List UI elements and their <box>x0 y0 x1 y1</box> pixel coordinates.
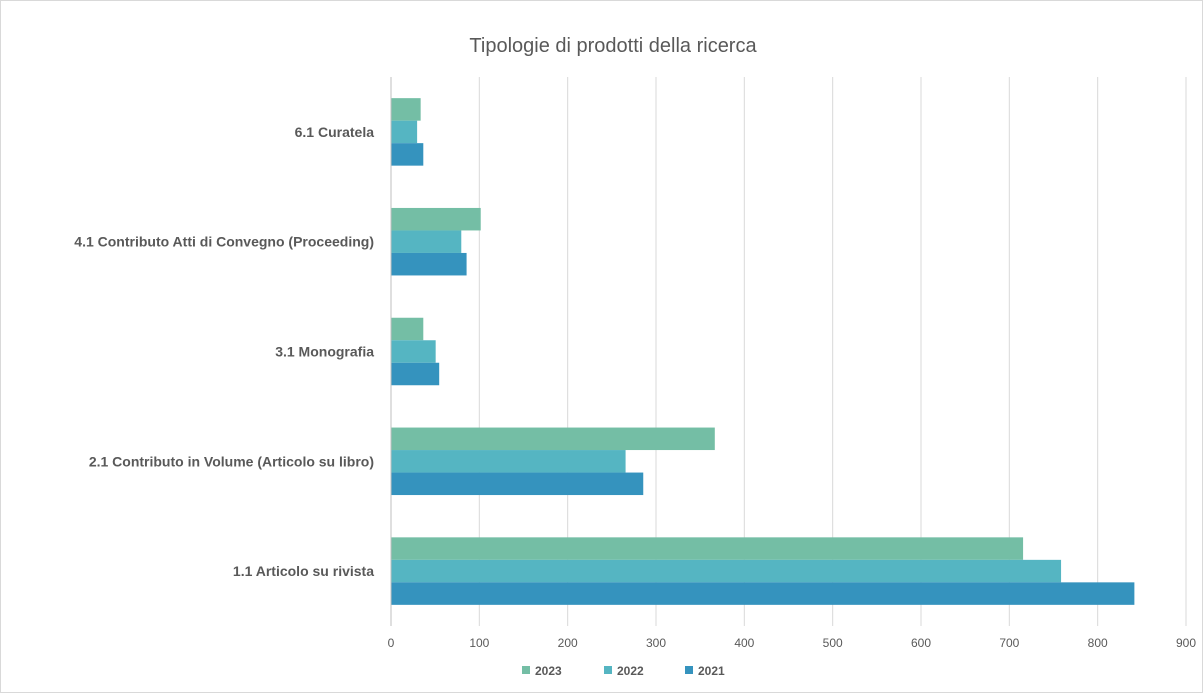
bar-2023 <box>391 317 424 341</box>
x-tick-label: 100 <box>469 636 489 650</box>
category-label: 1.1 Articolo su rivista <box>233 563 374 579</box>
x-tick-label: 700 <box>999 636 1019 650</box>
category-label: 2.1 Contributo in Volume (Articolo su li… <box>89 453 374 469</box>
gridlines <box>478 77 1187 626</box>
x-tick-label: 0 <box>388 636 395 650</box>
bar-2023 <box>391 537 1024 560</box>
legend: 2023 2022 2021 <box>522 664 725 678</box>
legend-swatch-2022 <box>604 666 612 674</box>
category-labels: 1.1 Articolo su rivista 2.1 Contributo in… <box>74 124 374 579</box>
x-tick-label: 900 <box>1176 636 1196 650</box>
bar-2023 <box>391 427 715 451</box>
legend-label-2023: 2023 <box>535 664 562 678</box>
x-tick-label: 800 <box>1088 636 1108 650</box>
bar-2021 <box>391 252 467 276</box>
category-label: 6.1 Curatela <box>295 124 375 140</box>
chart-title: Tipologie di prodotti della ricerca <box>469 35 757 57</box>
x-tick-label: 300 <box>646 636 666 650</box>
x-tick-label: 600 <box>911 636 931 650</box>
legend-label-2021: 2021 <box>698 664 725 678</box>
bar-2022 <box>391 559 1062 583</box>
legend-swatch-2021 <box>685 666 693 674</box>
bar-2021 <box>391 472 644 496</box>
legend-swatch-2023 <box>522 666 530 674</box>
legend-label-2022: 2022 <box>617 664 644 678</box>
x-tick-label: 500 <box>823 636 843 650</box>
bar-2021 <box>391 143 424 166</box>
x-tick-label: 400 <box>734 636 754 650</box>
bar-2022 <box>391 340 436 363</box>
bar-2022 <box>391 230 462 253</box>
bars <box>391 98 1135 605</box>
category-label: 4.1 Contributo Atti di Convegno (Proceed… <box>74 234 374 250</box>
bar-2022 <box>391 450 626 473</box>
bar-2023 <box>391 207 481 231</box>
bar-2021 <box>391 362 440 386</box>
bar-2022 <box>391 120 418 144</box>
x-tick-labels: 0 100 200 300 400 500 600 700 800 900 <box>388 636 1197 650</box>
bar-2023 <box>391 98 421 121</box>
bar-2021 <box>391 582 1135 605</box>
x-tick-label: 200 <box>558 636 578 650</box>
category-label: 3.1 Monografia <box>275 344 374 360</box>
